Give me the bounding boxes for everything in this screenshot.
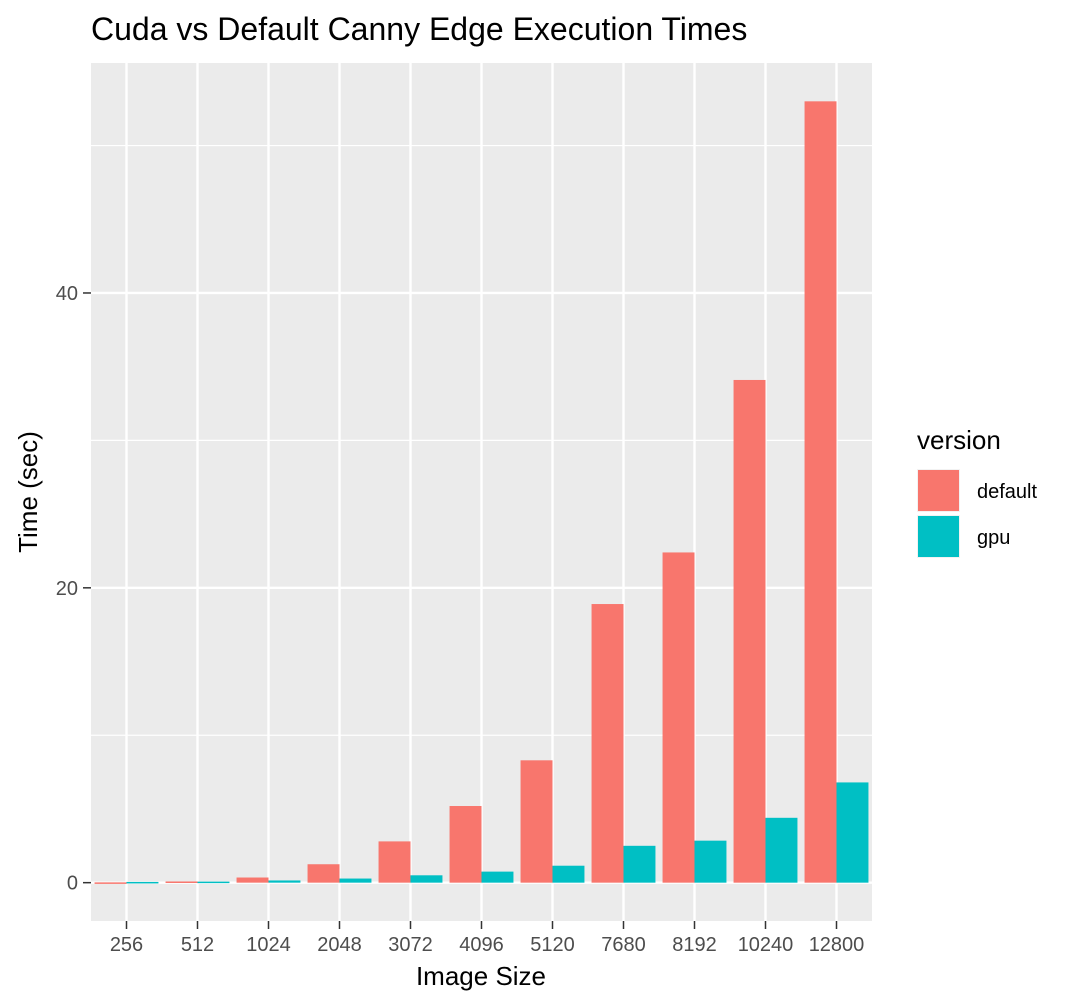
chart-title: Cuda vs Default Canny Edge Execution Tim… bbox=[91, 11, 747, 47]
x-tick-label: 3072 bbox=[388, 934, 433, 956]
bar-gpu-512 bbox=[197, 881, 230, 884]
bar-default-5120 bbox=[520, 760, 553, 883]
legend-title: version bbox=[917, 425, 1001, 455]
bar-gpu-10240 bbox=[765, 817, 798, 883]
x-tick-label: 512 bbox=[181, 934, 214, 956]
bar-gpu-3072 bbox=[410, 875, 443, 883]
y-axis: 0 20 40 bbox=[56, 283, 91, 895]
bar-default-12800 bbox=[804, 101, 837, 883]
x-tick-label: 2048 bbox=[317, 934, 362, 956]
bar-gpu-8192 bbox=[694, 840, 727, 883]
bar-gpu-4096 bbox=[481, 871, 514, 883]
legend-label-gpu: gpu bbox=[977, 527, 1010, 549]
x-axis: 256 512 1024 2048 3072 4096 5120 7680 8192 10240 1… bbox=[110, 921, 865, 956]
legend-swatch-default bbox=[918, 470, 959, 511]
y-tick-label: 20 bbox=[56, 578, 78, 600]
bar-gpu-256 bbox=[126, 881, 159, 884]
bar-gpu-2048 bbox=[339, 878, 372, 883]
x-axis-title: Image Size bbox=[416, 961, 546, 991]
legend: version default gpu bbox=[917, 425, 1037, 558]
bar-default-3072 bbox=[378, 841, 411, 883]
bar-gpu-1024 bbox=[268, 880, 301, 883]
bar-default-1024 bbox=[236, 877, 269, 883]
legend-swatch-gpu bbox=[918, 516, 959, 557]
y-tick-label: 40 bbox=[56, 283, 78, 305]
bar-default-8192 bbox=[662, 552, 695, 883]
x-tick-label: 5120 bbox=[530, 934, 575, 956]
bar-default-4096 bbox=[449, 806, 482, 883]
bar-default-256 bbox=[94, 882, 127, 884]
y-axis-title: Time (sec) bbox=[13, 431, 43, 553]
x-tick-label: 4096 bbox=[459, 934, 504, 956]
bar-default-10240 bbox=[733, 379, 766, 883]
bar-gpu-12800 bbox=[836, 782, 869, 883]
bar-default-7680 bbox=[591, 604, 624, 883]
grid-lines bbox=[91, 63, 872, 921]
legend-label-default: default bbox=[977, 481, 1037, 503]
bar-gpu-7680 bbox=[623, 845, 656, 883]
bar-default-512 bbox=[165, 881, 198, 883]
x-tick-label: 1024 bbox=[246, 934, 291, 956]
bars bbox=[94, 101, 869, 884]
x-tick-label: 256 bbox=[110, 934, 143, 956]
y-tick-label: 0 bbox=[67, 873, 78, 895]
x-tick-label: 12800 bbox=[809, 934, 865, 956]
x-tick-label: 8192 bbox=[672, 934, 717, 956]
bar-default-2048 bbox=[307, 864, 340, 883]
bar-gpu-5120 bbox=[552, 865, 585, 883]
x-tick-label: 10240 bbox=[738, 934, 794, 956]
x-tick-label: 7680 bbox=[601, 934, 646, 956]
